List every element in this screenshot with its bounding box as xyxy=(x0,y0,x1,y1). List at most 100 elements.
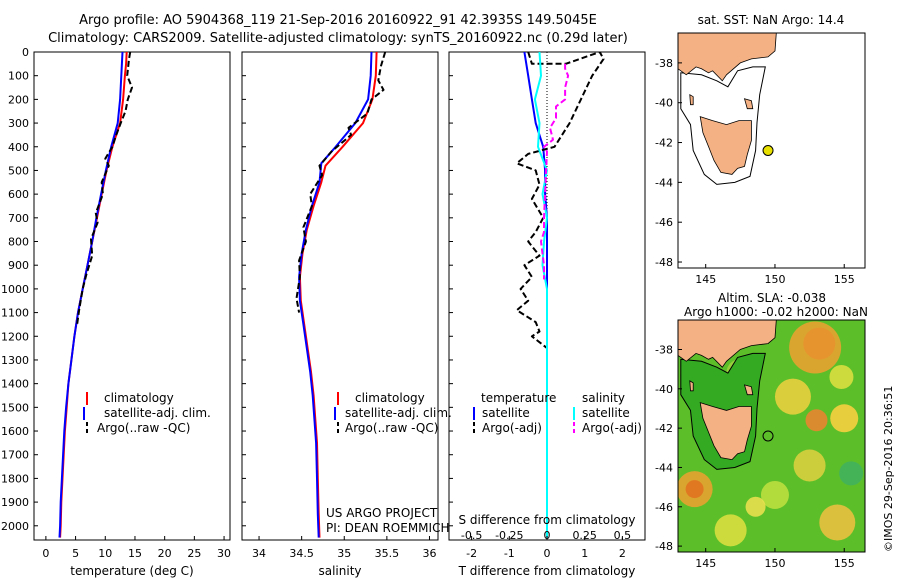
sst-argo-marker xyxy=(762,145,774,156)
s-diff-tick-label: -0.5 xyxy=(461,529,482,542)
project-annotation-1: US ARGO PROJECT xyxy=(326,506,438,520)
difference-plot-area xyxy=(515,52,605,540)
sla-king-island xyxy=(689,380,694,392)
sst-flinders-island xyxy=(743,98,754,110)
difference-legend-t-argo: Argo(-adj) xyxy=(482,421,542,435)
x-tick-label: 36 xyxy=(422,547,436,560)
sst-mainland xyxy=(678,33,777,82)
map-y-tick-label: -40 xyxy=(655,97,673,110)
series-salinity-argo-adj- xyxy=(540,63,570,280)
depth-tick-label: 1800 xyxy=(1,472,29,485)
x-tick-label: 35.5 xyxy=(375,547,400,560)
depth-tick-label: 400 xyxy=(8,141,29,154)
sla-anomaly-blob xyxy=(760,480,789,509)
x-tick-label: -1 xyxy=(504,547,515,560)
depth-tick-label: 300 xyxy=(8,117,29,130)
temperature-panel-frame xyxy=(33,51,231,541)
map-y-tick-label: -42 xyxy=(655,422,673,435)
x-tick-label: 25 xyxy=(187,547,201,560)
temperature-legend-climatology: climatology xyxy=(104,391,174,405)
sla-anomaly-blob xyxy=(829,365,854,390)
sst-tasmania xyxy=(699,116,752,175)
difference-legend: temperature salinity satellite satellite… xyxy=(473,391,642,435)
map-y-tick-label: -46 xyxy=(655,501,673,514)
map-y-tick-label: -44 xyxy=(655,461,673,474)
temperature-legend: climatology satellite-adj. clim. Argo(..… xyxy=(83,391,211,435)
map-x-tick-label: 155 xyxy=(834,273,855,286)
sla-anomaly-blob xyxy=(685,480,704,499)
sla-anomaly-blob xyxy=(830,404,859,433)
depth-tick-label: 500 xyxy=(8,164,29,177)
depth-tick-label: 1600 xyxy=(1,425,29,438)
map-x-tick-label: 150 xyxy=(764,557,785,570)
salinity-panel-frame xyxy=(241,51,439,541)
depth-tick-label: 200 xyxy=(8,93,29,106)
sla-flinders-island xyxy=(743,384,754,396)
salinity-legend-argo: Argo(..raw -QC) xyxy=(345,421,438,435)
title-line-2: Climatology: CARS2009. Satellite-adjuste… xyxy=(48,31,628,46)
temperature-legend-satellite: satellite-adj. clim. xyxy=(104,406,211,420)
sla-anomaly-blob xyxy=(793,449,826,482)
map-y-tick-label: -44 xyxy=(655,176,673,189)
x-tick-label: 1 xyxy=(581,547,588,560)
x-tick-label: 10 xyxy=(98,547,112,560)
s-diff-tick-label: 0.5 xyxy=(614,529,632,542)
depth-tick-label: 1400 xyxy=(1,378,29,391)
sst-map-title: sat. SST: NaN Argo: 14.4 xyxy=(698,13,845,27)
x-tick-label: 0 xyxy=(544,547,551,560)
map-x-tick-label: 155 xyxy=(834,557,855,570)
difference-xlabel-t: T difference from climatology xyxy=(458,564,636,578)
depth-tick-label: 100 xyxy=(8,70,29,83)
s-diff-tick-label: 0.25 xyxy=(572,529,597,542)
series-climatology xyxy=(298,52,378,538)
salinity-legend: climatology satellite-adj. clim. Argo(..… xyxy=(334,391,452,435)
sst-map-frame xyxy=(677,32,866,269)
x-tick-label: 35 xyxy=(337,547,351,560)
salinity-legend-satellite: satellite-adj. clim. xyxy=(345,406,452,420)
sla-map-title-2: Argo h1000: -0.02 h2000: NaN xyxy=(684,305,868,319)
depth-tick-label: 800 xyxy=(8,236,29,249)
salinity-legend-climatology: climatology xyxy=(355,391,425,405)
series-satellite-adj-clim- xyxy=(58,52,124,538)
credit-label: ©IMOS 29-Sep-2016 20:36:51 xyxy=(882,385,895,552)
sla-map-axes: 145 150 155 -38 -40 -42 -44 -46 -48 xyxy=(655,343,855,570)
sla-anomaly-blob xyxy=(774,378,811,415)
x-tick-label: 5 xyxy=(72,547,79,560)
x-tick-label: 0 xyxy=(42,547,49,560)
x-tick-label: 2 xyxy=(619,547,626,560)
depth-tick-label: 1700 xyxy=(1,449,29,462)
depth-tick-label: 1900 xyxy=(1,496,29,509)
sla-mainland xyxy=(678,320,777,368)
map-y-tick-label: -46 xyxy=(655,216,673,229)
map-y-tick-label: -38 xyxy=(655,57,673,70)
depth-tick-label: 2000 xyxy=(1,520,29,533)
depth-tick-label: 1100 xyxy=(1,307,29,320)
difference-xlabel-s: S difference from climatology xyxy=(459,513,636,527)
difference-legend-t-satellite: satellite xyxy=(482,406,530,420)
depth-tick-label: 900 xyxy=(8,259,29,272)
map-y-tick-label: -48 xyxy=(655,540,673,553)
map-x-tick-label: 145 xyxy=(695,273,716,286)
x-tick-label: 15 xyxy=(128,547,142,560)
depth-tick-label: 1000 xyxy=(1,283,29,296)
s-diff-tick-label: 0 xyxy=(544,529,551,542)
sla-map-frame xyxy=(677,319,866,553)
sst-king-island xyxy=(689,93,694,106)
difference-legend-salinity-title: salinity xyxy=(582,391,625,405)
temperature-plot-area xyxy=(58,52,133,538)
map-y-tick-label: -38 xyxy=(655,343,673,356)
series-salinity-satellite xyxy=(533,52,548,538)
series-argo-raw-qc- xyxy=(75,52,133,327)
series-temperature-satellite xyxy=(523,52,548,538)
map-y-tick-label: -40 xyxy=(655,383,673,396)
salinity-xlabel: salinity xyxy=(318,564,361,578)
temperature-xlabel: temperature (deg C) xyxy=(70,564,193,578)
sla-anomaly-blob xyxy=(714,514,747,547)
depth-tick-label: 0 xyxy=(22,46,29,59)
depth-axis: 0 100 200 300 400 500 600 700 800 900 1000 1100 1200… xyxy=(1,46,453,533)
depth-tick-label: 600 xyxy=(8,188,29,201)
s-diff-tick-label: -0.25 xyxy=(495,529,523,542)
difference-legend-s-satellite: satellite xyxy=(582,406,630,420)
x-tick-label: 30 xyxy=(217,547,231,560)
temperature-legend-argo: Argo(..raw -QC) xyxy=(97,421,190,435)
